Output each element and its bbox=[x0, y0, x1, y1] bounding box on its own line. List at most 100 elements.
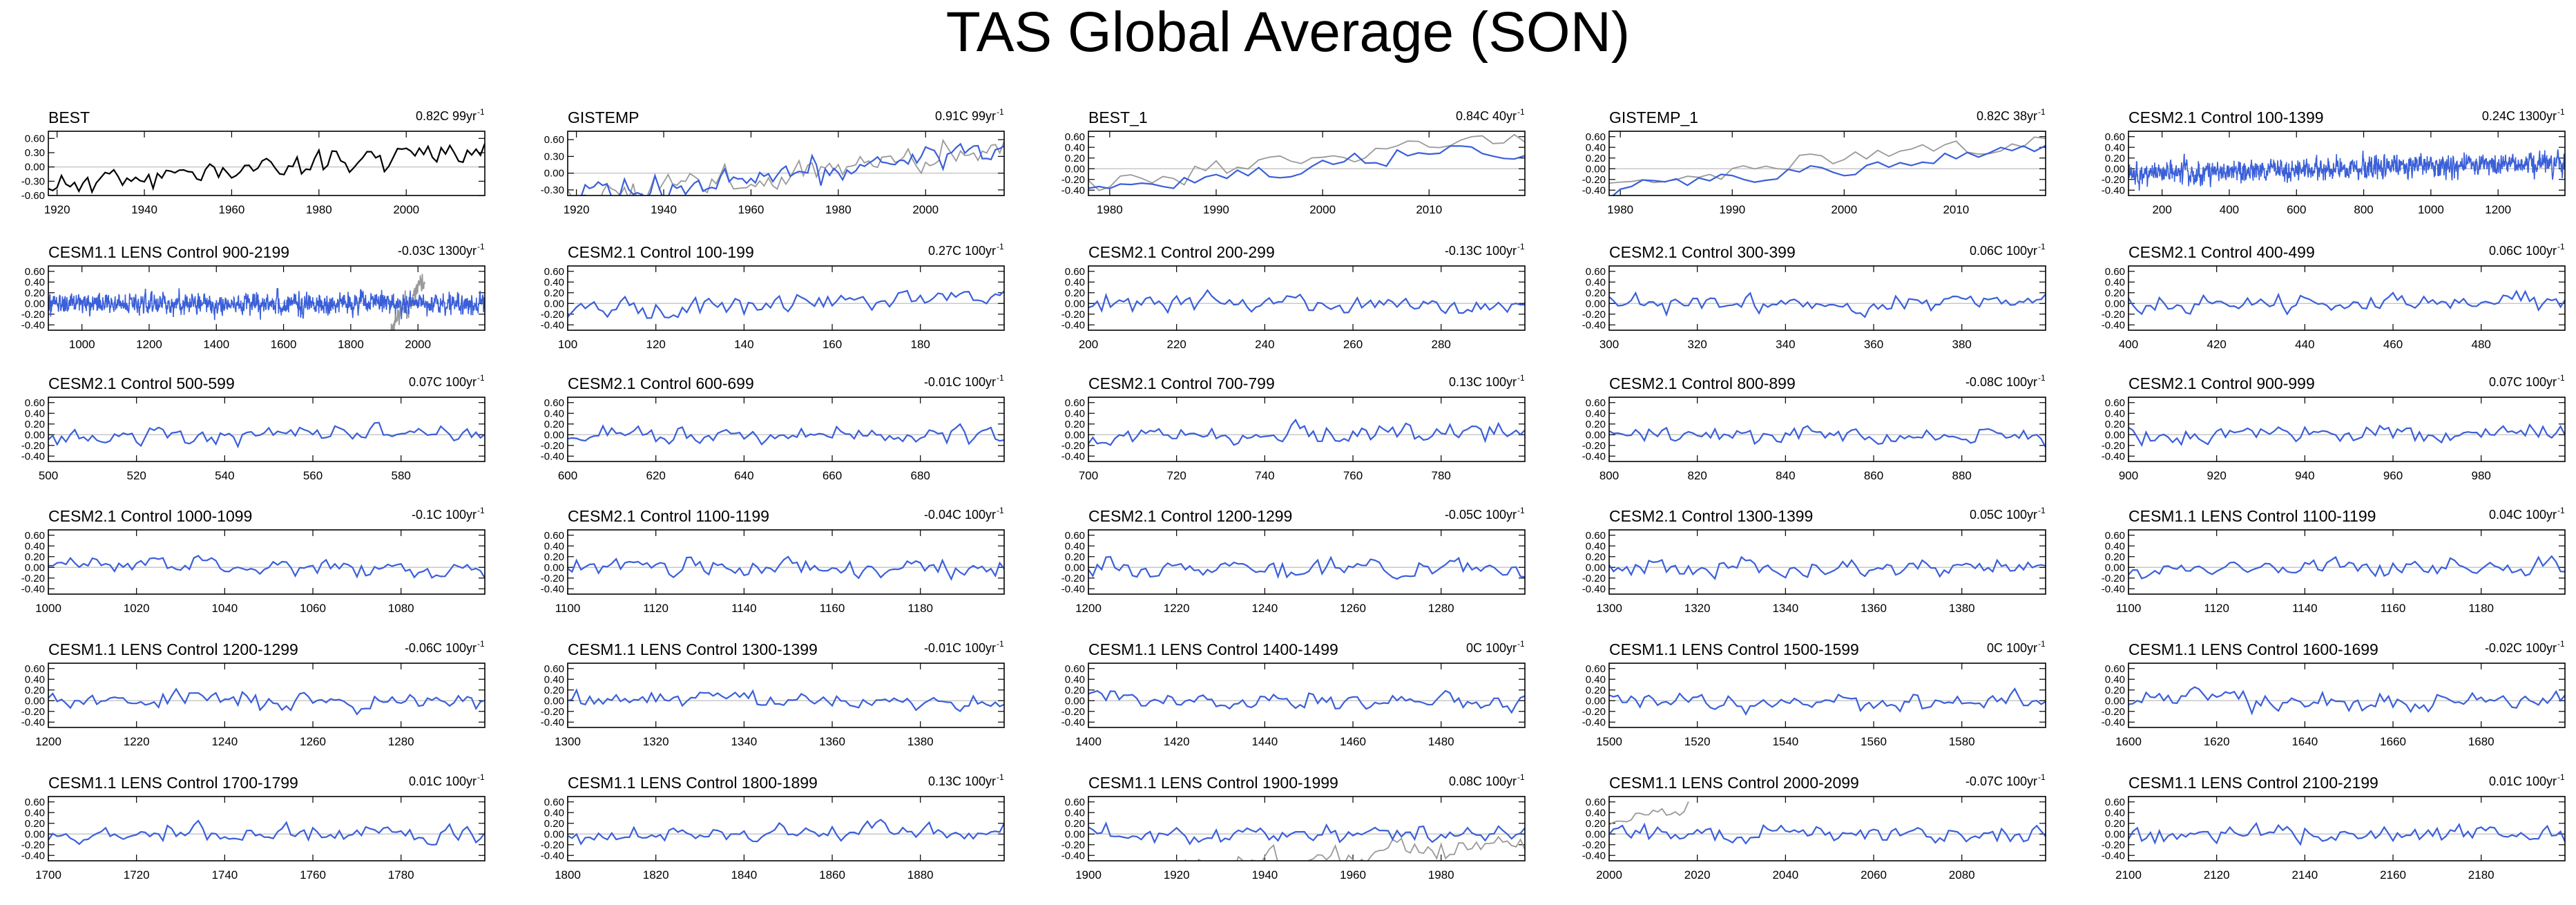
y-tick-label: 0.20 bbox=[1065, 287, 1085, 299]
panel-trend: 0.13C 100yr bbox=[928, 774, 996, 788]
x-tick-label: 1380 bbox=[907, 735, 934, 748]
x-tick-label: 540 bbox=[215, 469, 234, 482]
y-tick-label: -0.40 bbox=[541, 319, 564, 331]
panel-trend: 0.06C 100yr bbox=[1970, 244, 2037, 258]
y-tick-label: 0.00 bbox=[1065, 429, 1085, 441]
trend-unit-sup: -1 bbox=[1517, 242, 1525, 251]
trend-unit-sup: -1 bbox=[477, 772, 485, 782]
y-tick-label: 0.60 bbox=[1065, 266, 1085, 278]
x-tick-label: 1960 bbox=[738, 203, 765, 216]
panel-title: CESM2.1 Control 400-499 bbox=[2128, 243, 2315, 261]
y-tick-label: 0.40 bbox=[544, 807, 564, 819]
y-tick-label: 0.00 bbox=[2105, 562, 2125, 573]
x-tick-label: 1660 bbox=[2380, 735, 2406, 748]
y-tick-label: -0.40 bbox=[2102, 319, 2125, 331]
x-tick-label: 1620 bbox=[2204, 735, 2230, 748]
y-tick-label: -0.20 bbox=[1582, 573, 1606, 584]
y-tick-label: -0.40 bbox=[1582, 319, 1606, 331]
y-tick-label: -0.40 bbox=[1582, 450, 1606, 462]
x-tick-label: 2180 bbox=[2468, 868, 2495, 882]
panel-trend: 0.07C 100yr bbox=[2489, 375, 2557, 389]
x-tick-label: 2100 bbox=[2115, 868, 2142, 882]
plot-frame bbox=[48, 796, 486, 861]
y-tick-label: -0.20 bbox=[1061, 309, 1085, 321]
y-tick-label: 0.00 bbox=[544, 429, 564, 441]
y-tick-label: 0.40 bbox=[1065, 276, 1085, 288]
x-tick-label: 1240 bbox=[1251, 602, 1278, 615]
series-line bbox=[568, 819, 1004, 846]
y-tick-label: 0.00 bbox=[544, 298, 564, 309]
x-tick-label: 2000 bbox=[912, 203, 939, 216]
x-tick-label: 1220 bbox=[1164, 602, 1190, 615]
y-tick-label: 0.60 bbox=[25, 530, 45, 542]
x-tick-label: 1960 bbox=[219, 203, 245, 216]
y-tick-label: -0.30 bbox=[21, 175, 45, 187]
panel-title: CESM2.1 Control 300-399 bbox=[1609, 243, 1796, 261]
x-tick-label: 980 bbox=[2472, 469, 2491, 482]
x-tick-label: 1600 bbox=[271, 338, 297, 351]
y-tick-label: 0.40 bbox=[2105, 142, 2125, 153]
x-tick-label: 400 bbox=[2220, 203, 2239, 216]
y-tick-label: 0.40 bbox=[1586, 807, 1606, 819]
y-tick-label: -0.40 bbox=[541, 850, 564, 861]
panel-title: CESM1.1 LENS Control 1600-1699 bbox=[2128, 640, 2378, 658]
y-tick-label: 0.20 bbox=[1586, 419, 1606, 430]
panel-title: CESM2.1 Control 1300-1399 bbox=[1609, 507, 1813, 525]
plot-frame bbox=[1088, 131, 1526, 196]
y-tick-label: -0.40 bbox=[2102, 184, 2125, 196]
panel-trend: -0.1C 100yr bbox=[412, 508, 477, 522]
panel-title: CESM2.1 Control 700-799 bbox=[1088, 374, 1275, 392]
y-tick-label: 0.60 bbox=[25, 133, 45, 144]
panel-trend: 0.01C 100yr bbox=[409, 774, 477, 788]
y-tick-label: -0.20 bbox=[1582, 839, 1606, 851]
x-tick-label: 2160 bbox=[2380, 868, 2406, 882]
panel-trend: 0.13C 100yr bbox=[1449, 375, 1517, 389]
x-tick-label: 1780 bbox=[388, 868, 414, 882]
trend-unit-sup: -1 bbox=[2038, 772, 2046, 782]
x-tick-label: 1140 bbox=[731, 602, 757, 615]
x-tick-label: 820 bbox=[1687, 469, 1707, 482]
series-line bbox=[1088, 821, 1525, 846]
trend-unit-sup: -1 bbox=[997, 373, 1004, 383]
y-tick-label: 0.20 bbox=[2105, 551, 2125, 563]
y-tick-label: 0.60 bbox=[1065, 663, 1085, 675]
x-tick-label: 1320 bbox=[1684, 602, 1711, 615]
series-line bbox=[1609, 291, 2046, 318]
y-tick-label: 0.40 bbox=[544, 674, 564, 685]
x-tick-label: 260 bbox=[1343, 338, 1363, 351]
y-tick-label: -0.20 bbox=[2102, 309, 2125, 321]
y-tick-label: -0.20 bbox=[541, 706, 564, 718]
x-tick-label: 920 bbox=[2207, 469, 2226, 482]
series-line bbox=[1088, 289, 1525, 314]
y-tick-label: 0.00 bbox=[25, 298, 45, 309]
series-line bbox=[1611, 144, 2046, 196]
panel-trend: 0C 100yr bbox=[1987, 641, 2037, 655]
trend-unit-sup: -1 bbox=[477, 242, 485, 251]
x-tick-label: 1720 bbox=[124, 868, 150, 882]
plot-frame bbox=[1608, 265, 2046, 331]
x-tick-label: 1460 bbox=[1340, 735, 1366, 748]
plot-frame bbox=[567, 397, 1005, 462]
x-tick-label: 2000 bbox=[405, 338, 431, 351]
y-tick-label: 0.20 bbox=[2105, 287, 2125, 299]
panel-7: CESM2.1 Control 100-199 0.27C 100yr -1 -0.4… bbox=[541, 242, 1005, 351]
series-line bbox=[1088, 555, 1525, 580]
trend-unit-sup: -1 bbox=[2038, 506, 2046, 515]
y-tick-label: -0.20 bbox=[1061, 440, 1085, 452]
panel-trend: -0.01C 100yr bbox=[924, 641, 996, 655]
trend-unit-sup: -1 bbox=[477, 107, 485, 117]
y-tick-label: -0.40 bbox=[1582, 850, 1606, 861]
y-tick-label: 0.20 bbox=[1586, 551, 1606, 563]
x-tick-label: 1160 bbox=[820, 602, 845, 615]
x-tick-label: 1300 bbox=[555, 735, 581, 748]
x-tick-label: 1700 bbox=[35, 868, 61, 882]
series-line bbox=[568, 289, 1004, 319]
y-tick-label: 0.40 bbox=[1065, 142, 1085, 153]
y-tick-label: -0.20 bbox=[541, 839, 564, 851]
panel-trend: 0.84C 40yr bbox=[1456, 109, 1517, 123]
x-tick-label: 1440 bbox=[1251, 735, 1278, 748]
y-tick-label: 0.60 bbox=[544, 797, 564, 808]
panel-22: CESM1.1 LENS Control 1300-1399 -0.01C 100… bbox=[541, 639, 1005, 748]
y-tick-label: 0.60 bbox=[1586, 131, 1606, 143]
y-tick-label: -0.20 bbox=[21, 573, 45, 584]
